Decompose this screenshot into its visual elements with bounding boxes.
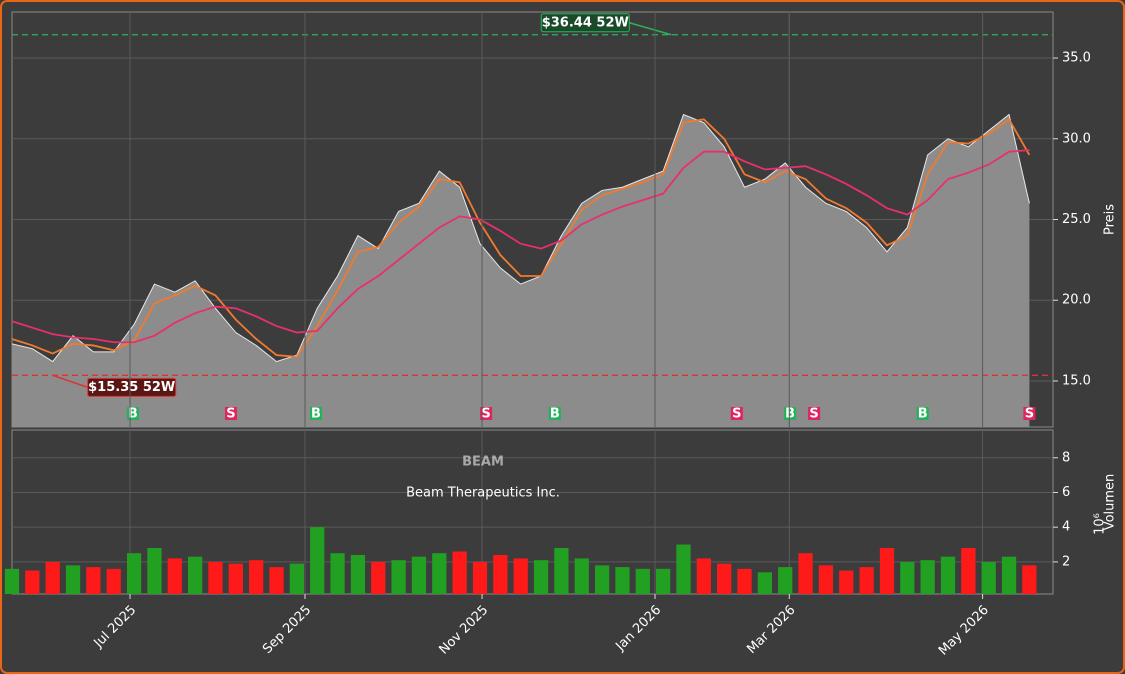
signal-marker: [309, 407, 322, 420]
ema-line: [11, 149, 1030, 344]
y-tick-label: 6: [1062, 485, 1070, 500]
volume-bar: [737, 568, 752, 594]
volume-bar: [594, 565, 610, 594]
volume-bar: [961, 548, 976, 594]
volume-bar: [676, 544, 691, 594]
signal-marker: [224, 407, 237, 420]
volume-bar: [188, 556, 203, 594]
volume-bar: [493, 554, 508, 594]
volume-bar: [981, 561, 996, 594]
y-tick-label: 35.0: [1062, 51, 1091, 66]
volume-bar: [472, 561, 488, 594]
volume-bar: [310, 527, 325, 594]
signal-label: B: [128, 407, 138, 422]
low-arrow: [52, 374, 88, 389]
volume-bar: [859, 567, 874, 594]
volume-bar: [818, 565, 834, 594]
watermark: BEAM: [462, 455, 504, 470]
volume-bar: [167, 558, 182, 594]
volume-bar: [1001, 556, 1017, 594]
volume-bar: [513, 558, 528, 594]
volume-bar: [330, 553, 345, 594]
y-tick-label: 2: [1062, 554, 1070, 569]
signal-marker: [808, 407, 821, 420]
y-axis-unit: 10⁶: [1093, 513, 1108, 535]
volume-bar: [778, 567, 793, 594]
signal-marker: [784, 407, 797, 420]
high-arrow: [629, 22, 672, 36]
volume-bar: [391, 560, 406, 594]
volume-bar: [574, 558, 589, 594]
volume-bar: [452, 551, 467, 594]
volume-bar: [65, 565, 81, 594]
signal-marker: [548, 407, 561, 420]
signal-label: S: [226, 407, 235, 422]
signal-label: S: [809, 407, 818, 422]
signal-label: B: [785, 407, 795, 422]
volume-bar: [920, 560, 935, 594]
signal-marker: [916, 407, 929, 420]
low-label: $15.35 52W: [88, 380, 175, 395]
y-axis-label: Preis: [1103, 204, 1118, 235]
volume-bar: [839, 570, 854, 594]
signal-marker: [730, 407, 743, 420]
volume-bar: [45, 561, 60, 594]
volume-bar: [656, 568, 671, 594]
signal-label: S: [481, 407, 490, 422]
volume-bar: [533, 560, 549, 594]
volume-bar: [208, 561, 223, 594]
volume-bar: [86, 567, 101, 594]
y-tick-label: 20.0: [1062, 293, 1091, 308]
ema-line: [11, 118, 1031, 358]
signal-marker: [480, 407, 493, 420]
volume-bar: [757, 572, 772, 594]
volume-bar: [269, 567, 284, 594]
volume-bar: [289, 563, 304, 594]
signal-marker: [1023, 407, 1036, 420]
y-tick-label: 15.0: [1062, 373, 1091, 388]
volume-bar: [900, 561, 915, 594]
volume-bar: [635, 568, 650, 594]
y-tick-label: 25.0: [1062, 212, 1091, 227]
volume-bar: [350, 554, 366, 594]
low-box: [87, 377, 177, 397]
volume-bar: [1022, 565, 1037, 594]
volume-bar: [411, 556, 427, 594]
volume-bar: [696, 558, 711, 594]
high-box: [540, 13, 630, 33]
volume-bar: [432, 553, 447, 594]
price-line: [11, 113, 1030, 363]
volume-bar: [4, 568, 20, 594]
signal-label: B: [550, 407, 560, 422]
volume-bar: [106, 568, 121, 594]
volume-bar: [25, 570, 40, 594]
volume-bar: [147, 548, 162, 594]
volume-bar: [371, 561, 386, 594]
volume-bar: [126, 553, 142, 594]
volume-bar: [554, 548, 569, 594]
high-label: $36.44 52W: [542, 15, 629, 30]
volume-bar: [249, 560, 264, 594]
signal-label: S: [732, 407, 741, 422]
y-axis-label: Volumen: [1103, 474, 1118, 531]
volume-bar: [615, 567, 630, 594]
signal-label: B: [918, 407, 928, 422]
volume-bar: [798, 553, 813, 594]
volume-bar: [879, 548, 895, 594]
price-area: [12, 114, 1030, 427]
volume-bar: [717, 563, 732, 594]
signal-label: B: [311, 407, 321, 422]
watermark-subtitle: Beam Therapeutics Inc.: [406, 486, 560, 501]
volume-bar: [940, 556, 956, 594]
y-tick-label: 30.0: [1062, 131, 1091, 146]
y-tick-label: 4: [1062, 520, 1070, 535]
y-tick-label: 8: [1062, 450, 1070, 465]
volume-bar: [228, 563, 243, 594]
signal-label: S: [1025, 407, 1034, 422]
